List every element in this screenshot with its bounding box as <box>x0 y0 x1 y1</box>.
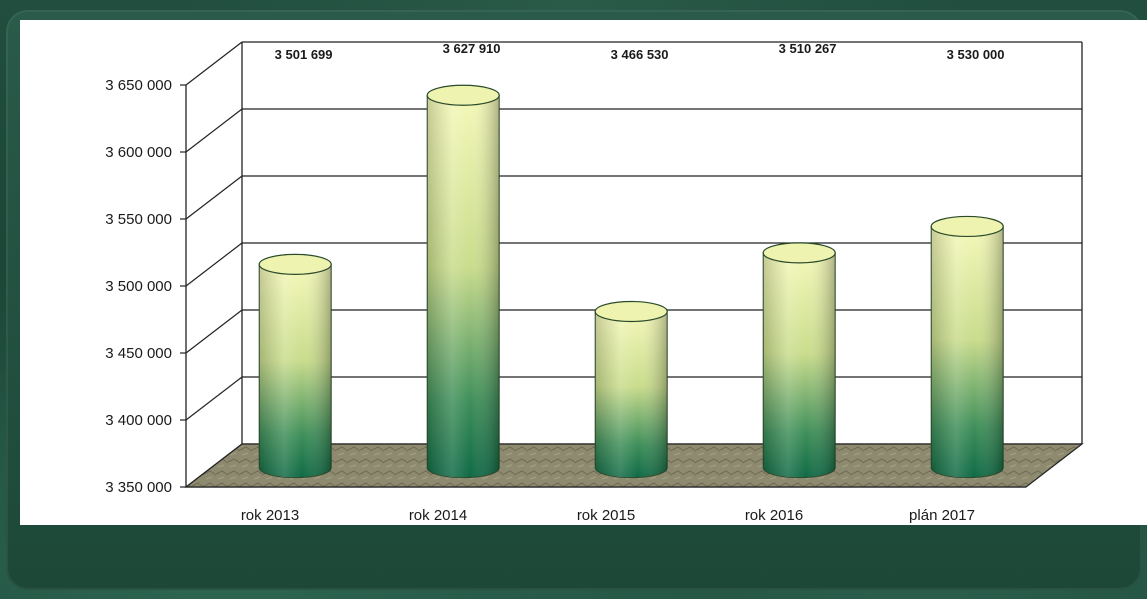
bar-shading <box>763 252 836 478</box>
labels: 3 350 000 3 400 000 3 450 000 3 500 000 3 55… <box>105 41 1004 524</box>
bar-top <box>426 84 500 106</box>
data-label: 3 466 530 <box>611 47 669 62</box>
bar-shading <box>259 264 332 478</box>
bar <box>930 215 1004 479</box>
bar-shading <box>427 95 500 478</box>
bar <box>762 242 836 479</box>
data-label: 3 530 000 <box>947 47 1005 62</box>
bar-top <box>762 242 836 264</box>
data-label: 3 627 910 <box>443 41 501 56</box>
y-tick-label: 3 400 000 <box>105 412 172 429</box>
y-tick-label: 3 550 000 <box>105 211 172 228</box>
grid-diagonal <box>185 376 243 421</box>
y-tick-label: 3 500 000 <box>105 278 172 295</box>
bar-top <box>930 215 1004 238</box>
grid-diagonal <box>185 309 243 354</box>
data-label: 3 501 699 <box>275 47 333 62</box>
x-tick-label: rok 2013 <box>241 507 299 524</box>
bar-shading <box>931 226 1004 478</box>
y-tick-label: 3 350 000 <box>105 479 172 496</box>
data-label: 3 510 267 <box>779 41 837 56</box>
grid-diagonal <box>185 242 243 287</box>
y-tick-label: 3 450 000 <box>105 345 172 362</box>
x-tick-label: rok 2016 <box>745 507 803 524</box>
x-tick-label: plán 2017 <box>909 507 975 524</box>
bar-top <box>594 300 668 323</box>
bar <box>258 253 332 479</box>
bar-top <box>258 253 332 275</box>
bar <box>594 300 668 479</box>
y-tick-label: 3 600 000 <box>105 144 172 161</box>
x-tick-label: rok 2015 <box>577 507 635 524</box>
grid-diagonal <box>185 41 243 86</box>
bars <box>258 84 1004 479</box>
x-tick-label: rok 2014 <box>409 507 467 524</box>
bar-shading <box>595 311 668 478</box>
bar <box>426 84 500 479</box>
y-tick-label: 3 650 000 <box>105 77 172 94</box>
grid-diagonal <box>185 175 243 220</box>
grid-diagonal <box>185 108 243 153</box>
